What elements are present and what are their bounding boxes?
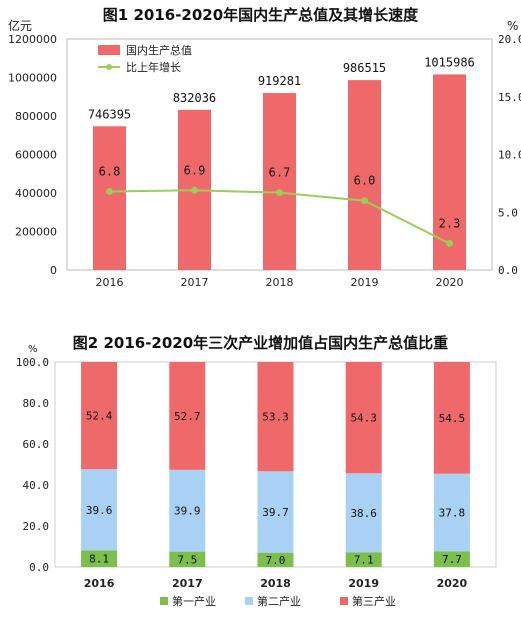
- right-tick-label: 10.0: [498, 149, 521, 162]
- legend-gdp-swatch: [98, 45, 120, 55]
- x-tick-label: 2017: [181, 276, 209, 289]
- primary-industry-label: 7.1: [354, 554, 374, 567]
- secondary-industry-label: 39.9: [174, 505, 201, 518]
- gdp-bar-label: 986515: [343, 61, 386, 75]
- tertiary-industry-label: 53.3: [262, 411, 289, 424]
- gdp-bar-label: 746395: [88, 107, 131, 121]
- legend-tertiary-industry-swatch: [340, 597, 348, 605]
- tertiary-industry-segment: [433, 362, 470, 474]
- left-tick-label: 0: [50, 264, 57, 277]
- tertiary-industry-segment: [81, 362, 118, 470]
- y-tick-label-2: 60.0: [23, 438, 50, 451]
- y-tick-label-2: 0.0: [29, 561, 49, 574]
- gdp-bar-label: 919281: [258, 74, 301, 88]
- primary-industry-label: 7.0: [266, 554, 286, 567]
- secondary-industry-label: 39.6: [86, 504, 113, 517]
- left-tick-label: 600000: [15, 149, 57, 162]
- y-tick-label-2: 40.0: [23, 479, 50, 492]
- tertiary-industry-segment: [345, 362, 382, 474]
- primary-industry-label: 7.7: [442, 553, 462, 566]
- x-tick-label-2: 2017: [172, 577, 203, 590]
- secondary-industry-label: 38.6: [350, 507, 377, 520]
- primary-industry-segment: [433, 551, 470, 567]
- gdp-bar: [93, 126, 126, 270]
- y-tick-label-2: 100.0: [16, 356, 49, 369]
- tertiary-industry-segment: [169, 362, 206, 470]
- legend-gdp-label: 国内生产总值: [126, 43, 192, 57]
- secondary-industry-segment: [257, 471, 294, 553]
- chart1-title: 图1 2016-2020年国内生产总值及其增长速度: [102, 6, 419, 24]
- right-axis-unit: %: [507, 19, 518, 33]
- tertiary-industry-label: 52.7: [174, 410, 201, 423]
- legend-primary-industry-swatch: [160, 597, 168, 605]
- tertiary-industry-label: 54.5: [439, 412, 466, 425]
- primary-industry-segment: [257, 552, 294, 567]
- axis-unit-2: %: [28, 344, 38, 355]
- tertiary-industry-label: 54.3: [350, 412, 377, 425]
- primary-industry-label: 7.5: [177, 553, 197, 566]
- legend-growth-marker: [106, 64, 112, 70]
- legend-growth-label: 比上年增长: [126, 60, 181, 74]
- gdp-bar: [348, 80, 381, 271]
- x-tick-label: 2018: [266, 276, 294, 289]
- secondary-industry-segment: [169, 469, 206, 552]
- right-tick-label: 20.0: [498, 33, 521, 46]
- gdp-bar: [263, 93, 296, 270]
- growth-point: [191, 186, 198, 194]
- growth-point-label: 2.3: [439, 216, 461, 230]
- secondary-industry-segment: [433, 473, 470, 552]
- growth-point-label: 6.0: [354, 174, 376, 188]
- legend-primary-industry-label: 第一产业: [172, 594, 216, 608]
- primary-industry-segment: [345, 552, 382, 567]
- legend-secondary-industry-label: 第二产业: [257, 594, 301, 608]
- gdp-bar-label: 1015986: [424, 55, 475, 69]
- x-tick-label: 2020: [436, 276, 464, 289]
- secondary-industry-segment: [345, 473, 382, 553]
- growth-point-label: 6.8: [99, 164, 121, 178]
- growth-point-label: 6.9: [184, 163, 206, 177]
- secondary-industry-label: 37.8: [439, 506, 466, 519]
- growth-point: [361, 197, 368, 205]
- left-tick-label: 1200000: [8, 33, 57, 46]
- primary-industry-segment: [81, 550, 118, 567]
- x-tick-label-2: 2020: [437, 577, 468, 590]
- secondary-industry-label: 39.7: [262, 506, 289, 519]
- tertiary-industry-segment: [257, 362, 294, 472]
- growth-point: [276, 189, 283, 197]
- x-tick-label-2: 2018: [260, 577, 291, 590]
- legend-tertiary-industry-label: 第三产业: [352, 594, 396, 608]
- growth-point: [106, 187, 113, 195]
- x-tick-label-2: 2019: [348, 577, 379, 590]
- legend-secondary-industry-swatch: [245, 597, 253, 605]
- secondary-industry-segment: [81, 469, 118, 551]
- primary-industry-label: 8.1: [89, 553, 109, 566]
- left-axis-unit: 亿元: [8, 18, 32, 33]
- x-tick-label-2: 2016: [84, 577, 115, 590]
- x-tick-label: 2016: [96, 276, 124, 289]
- growth-point: [446, 239, 453, 247]
- y-tick-label-2: 20.0: [23, 520, 50, 533]
- right-tick-label: 15.0: [498, 91, 521, 104]
- x-tick-label: 2019: [351, 276, 379, 289]
- right-tick-label: 5.0: [498, 206, 518, 219]
- growth-point-label: 6.7: [269, 166, 291, 180]
- chart1-svg: 亿元 % 0 200000 400000 600000 800000 1000000 12000…: [8, 18, 521, 289]
- left-tick-label: 200000: [15, 226, 57, 239]
- tertiary-industry-label: 52.4: [86, 410, 113, 423]
- y-tick-label-2: 80.0: [23, 397, 50, 410]
- gdp-bar-label: 832036: [173, 91, 216, 105]
- chart2-title: 图2 2016-2020年三次产业增加值占国内生产总值比重: [72, 334, 449, 352]
- left-tick-label: 1000000: [8, 72, 57, 85]
- right-tick-label: 0.0: [498, 264, 518, 277]
- left-tick-label: 800000: [15, 110, 57, 123]
- primary-industry-segment: [169, 551, 206, 567]
- left-tick-label: 400000: [15, 187, 57, 200]
